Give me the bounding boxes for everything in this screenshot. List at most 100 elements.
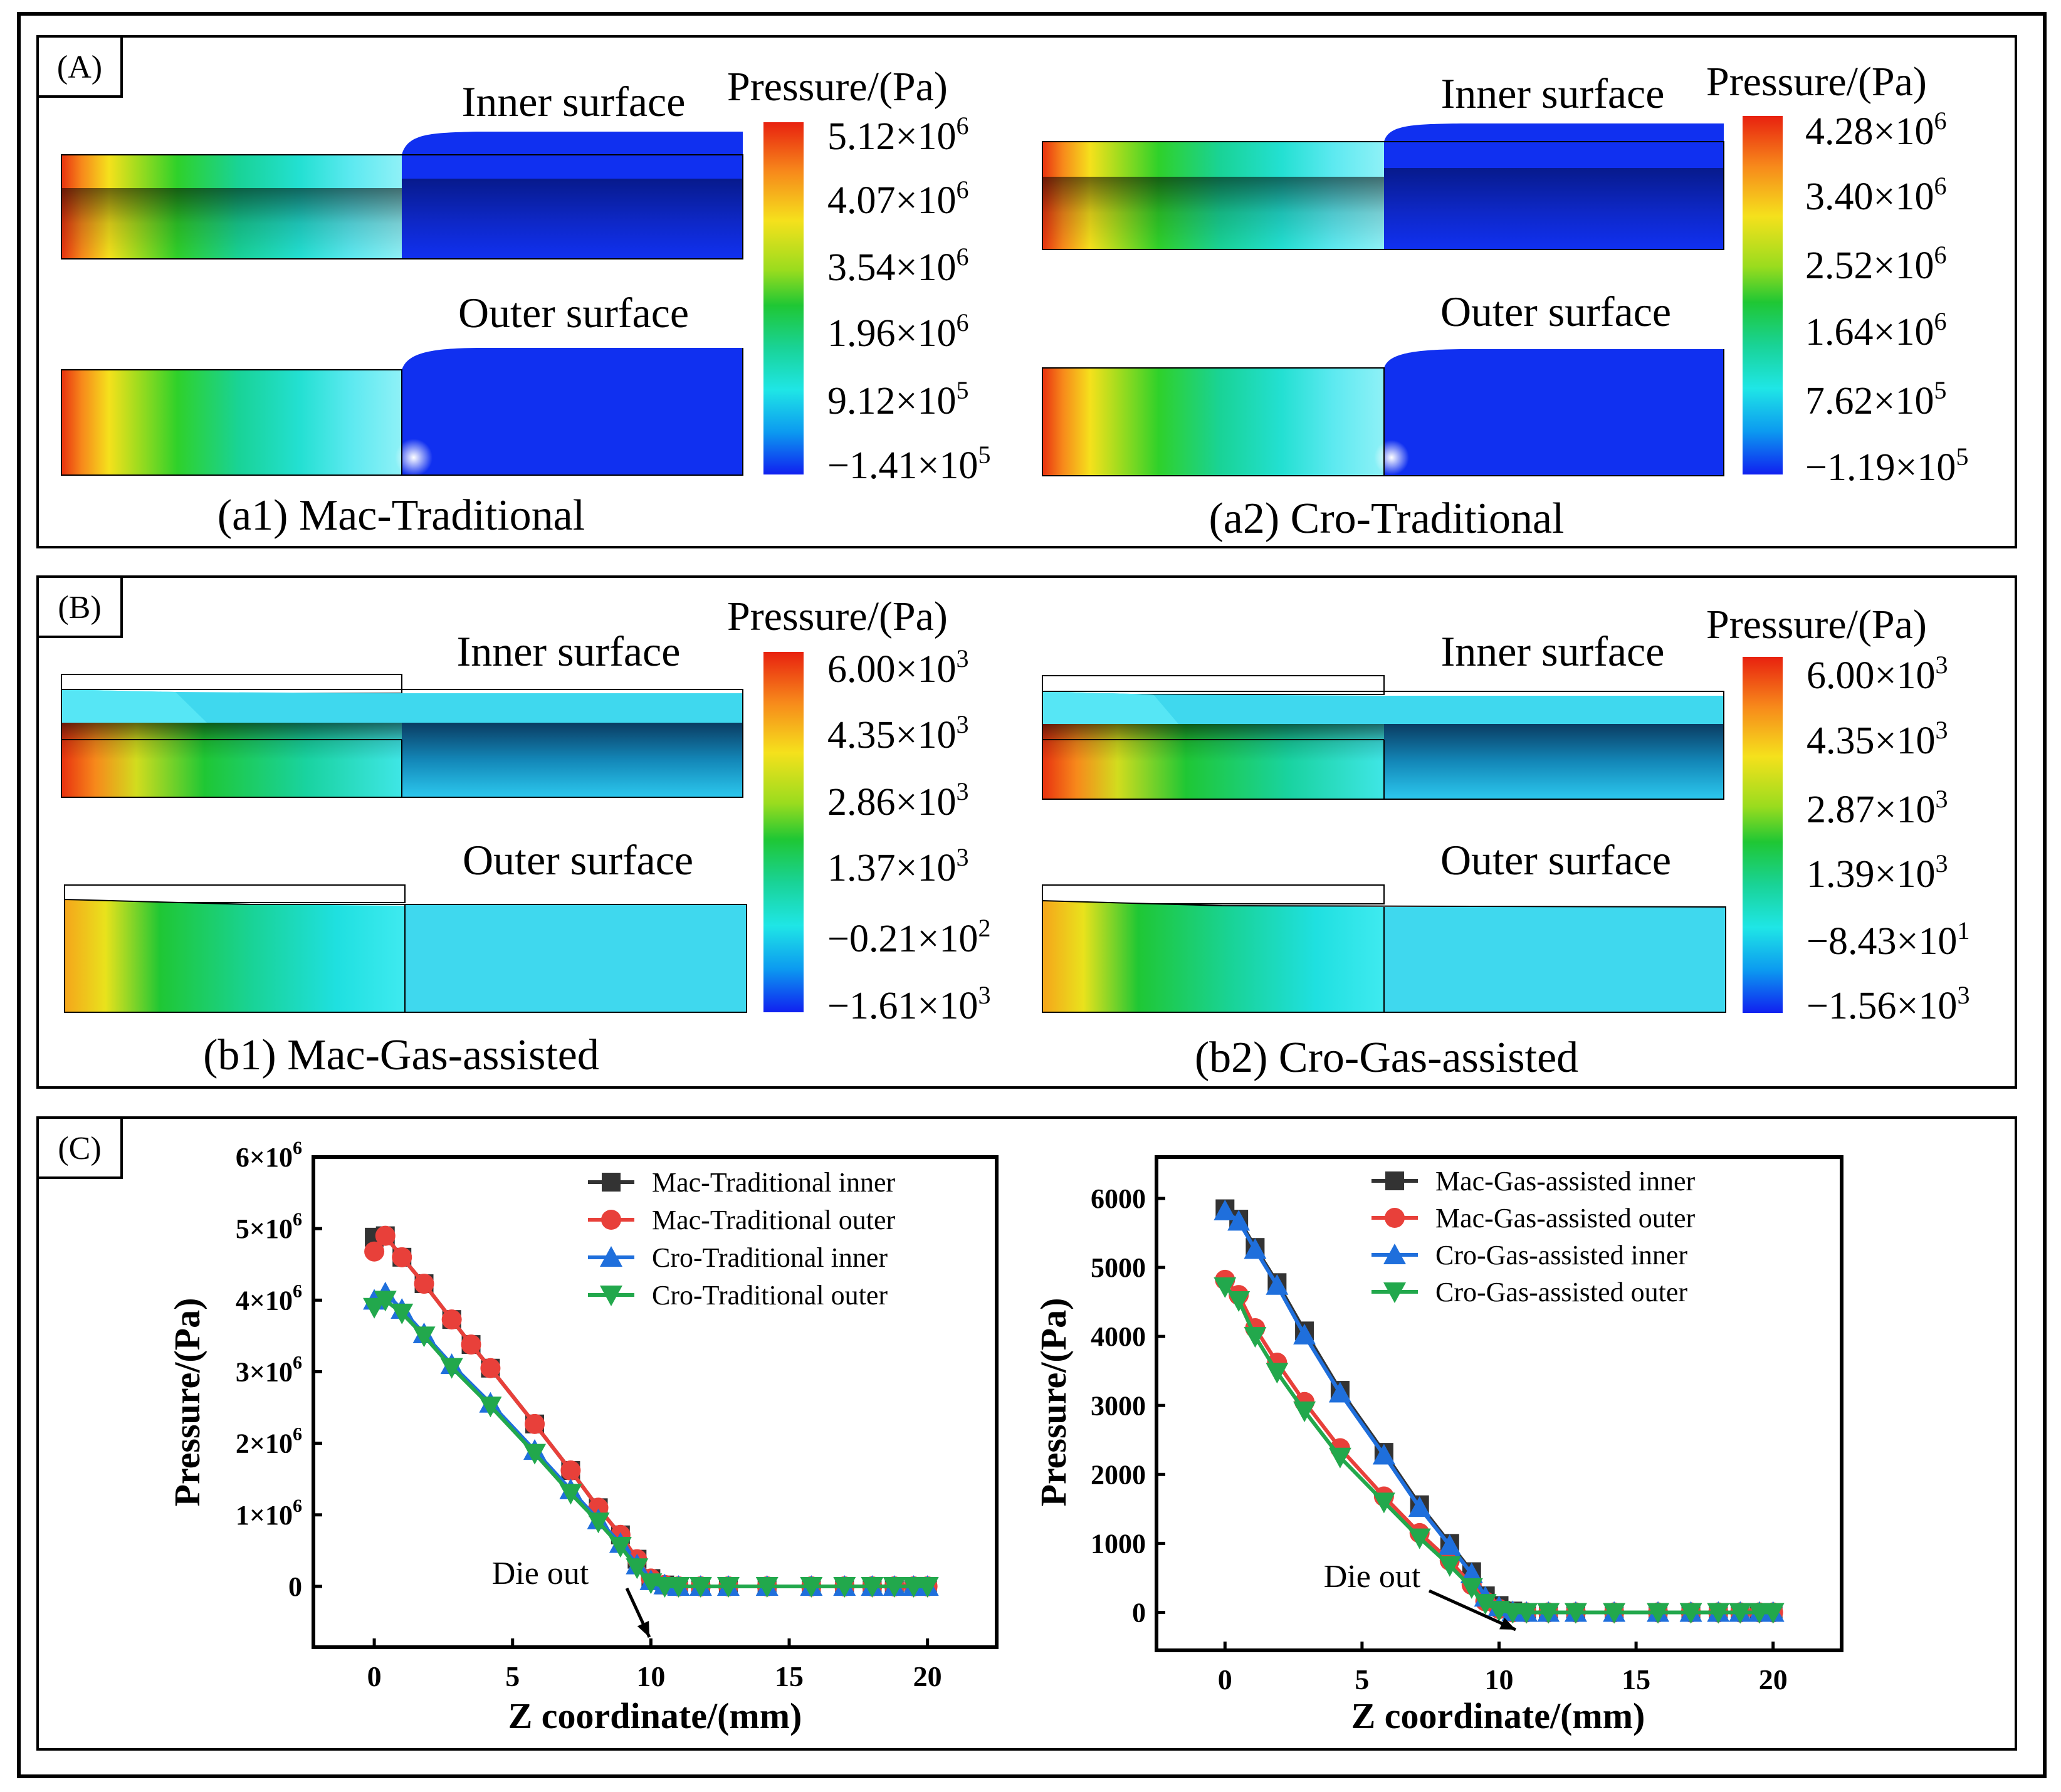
y-tick-label: 0	[1132, 1597, 1146, 1628]
b2-colorbar-title: Pressure/(Pa)	[1706, 602, 1927, 647]
b2-colorbar: Pressure/(Pa) 6.00×103 4.35×103 2.87×103…	[1706, 602, 1969, 1027]
data-point	[392, 1247, 412, 1267]
data-point	[560, 1460, 581, 1481]
x-axis-label: Z coordinate/(mm)	[508, 1695, 802, 1736]
data-point	[1408, 1528, 1431, 1549]
data-point	[525, 1413, 545, 1434]
data-point	[1372, 1444, 1395, 1465]
die-out-annotation: Die out	[1324, 1559, 1421, 1595]
b1-outer-label: Outer surface	[463, 836, 693, 884]
b1-colorbar-title: Pressure/(Pa)	[727, 594, 948, 639]
a2-inner-label: Inner surface	[1441, 70, 1665, 117]
data-point	[1408, 1496, 1431, 1517]
legend-label: Mac-Traditional inner	[652, 1167, 896, 1198]
legend-marker	[1383, 1282, 1406, 1303]
data-point	[412, 1326, 436, 1348]
a2-colorbar-ticks: 4.28×106 3.40×106 2.52×106 1.64×106 7.62…	[1805, 107, 1968, 489]
data-point	[609, 1537, 632, 1558]
y-tick-label: 5000	[1091, 1252, 1146, 1283]
a2-tick-4: 7.62×105	[1805, 376, 1946, 422]
x-tick-label: 5	[505, 1660, 520, 1692]
legend-label: Mac-Gas-assisted outer	[1435, 1203, 1696, 1234]
a2-tick-0: 4.28×106	[1805, 107, 1946, 153]
a2-tick-3: 1.64×106	[1805, 307, 1946, 354]
y-axis-label: Pressure/(Pa)	[1033, 1298, 1074, 1507]
y-tick-label: 4000	[1091, 1321, 1146, 1352]
a1-tick-1: 4.07×106	[827, 176, 968, 222]
b2-colorbar-ticks: 6.00×103 4.35×103 2.87×103 1.39×103 −8.4…	[1807, 651, 1969, 1027]
data-point	[626, 1558, 649, 1580]
b2-tick-3: 1.39×103	[1807, 849, 1948, 896]
y-tick-label: 3×106	[236, 1352, 302, 1387]
legend-marker	[602, 1173, 621, 1192]
data-point	[1266, 1363, 1289, 1384]
b1-tick-3: 1.37×103	[827, 843, 968, 889]
data-point	[800, 1576, 823, 1598]
panel-c-label: (C)	[58, 1131, 101, 1166]
plot-frame	[312, 1155, 999, 1649]
data-point	[667, 1576, 690, 1598]
data-point	[1707, 1603, 1730, 1624]
data-point	[883, 1576, 906, 1598]
b1-inner-surface-plot	[61, 674, 743, 798]
series-line	[373, 1291, 928, 1588]
a2-colorbar-title: Pressure/(Pa)	[1706, 59, 1927, 105]
b1-tick-2: 2.86×103	[827, 777, 968, 824]
legend-label: Cro-Gas-assisted outer	[1435, 1277, 1687, 1307]
a2-outer-label: Outer surface	[1440, 288, 1671, 335]
y-tick-label: 0	[288, 1571, 302, 1602]
a1-caption: (a1) Mac-Traditional	[218, 491, 585, 540]
a1-colorbar-ticks: 5.12×106 4.07×106 3.54×106 1.96×106 9.12…	[827, 112, 990, 487]
data-point	[1438, 1534, 1461, 1555]
b2-tick-2: 2.87×103	[1807, 785, 1948, 831]
data-point	[559, 1484, 582, 1505]
a1-outer-surface-plot	[61, 348, 743, 476]
y-tick-label: 2000	[1091, 1459, 1146, 1490]
data-point	[1214, 1199, 1237, 1220]
b2-inner-surface-plot	[1042, 675, 1724, 800]
legend-marker	[600, 1246, 622, 1267]
data-point	[523, 1444, 547, 1465]
b1-tick-1: 4.35×103	[827, 710, 968, 757]
data-point	[479, 1396, 502, 1418]
b2-tick-4: −8.43×101	[1807, 916, 1969, 963]
data-point	[716, 1576, 740, 1598]
data-point	[1460, 1562, 1483, 1583]
data-point	[391, 1303, 414, 1324]
b2-inner-label: Inner surface	[1441, 627, 1665, 675]
a2-tick-1: 3.40×106	[1805, 172, 1946, 218]
x-tick-label: 10	[1485, 1664, 1514, 1695]
x-tick-label: 0	[1218, 1664, 1232, 1695]
y-axis-label: Pressure/(Pa)	[167, 1298, 207, 1507]
data-point	[375, 1225, 396, 1246]
b2-outer-label: Outer surface	[1440, 836, 1671, 884]
data-point	[414, 1274, 434, 1294]
data-point	[1647, 1603, 1670, 1624]
die-out-arrow	[1428, 1589, 1517, 1632]
b2-tick-0: 6.00×103	[1807, 651, 1948, 697]
b1-tick-4: −0.21×102	[827, 914, 990, 960]
a2-outer-surface-plot	[1042, 349, 1724, 476]
y-tick-label: 6×106	[236, 1138, 302, 1173]
b1-colorbar: Pressure/(Pa) 6.00×103 4.35×103 2.86×103…	[727, 594, 990, 1027]
legend-marker	[601, 1210, 621, 1230]
a2-tick-5: −1.19×105	[1805, 443, 1968, 489]
a1-outer-label: Outer surface	[458, 289, 689, 337]
data-point	[1537, 1603, 1560, 1624]
data-point	[1293, 1402, 1316, 1423]
data-point	[1214, 1277, 1237, 1298]
y-tick-label: 5×106	[236, 1209, 302, 1244]
b1-caption: (b1) Mac-Gas-assisted	[203, 1031, 599, 1079]
data-point	[1372, 1492, 1395, 1514]
data-point	[480, 1358, 501, 1378]
b2-tick-5: −1.56×103	[1807, 981, 1969, 1027]
b2-caption: (b2) Cro-Gas-assisted	[1195, 1034, 1578, 1082]
x-tick-label: 20	[913, 1660, 942, 1692]
a1-tick-4: 9.12×105	[827, 376, 968, 422]
b2-tick-1: 4.35×103	[1807, 716, 1948, 762]
data-point	[440, 1358, 463, 1379]
b1-tick-0: 6.00×103	[827, 644, 968, 691]
a1-inner-surface-plot	[61, 132, 743, 259]
data-point	[1564, 1603, 1587, 1624]
